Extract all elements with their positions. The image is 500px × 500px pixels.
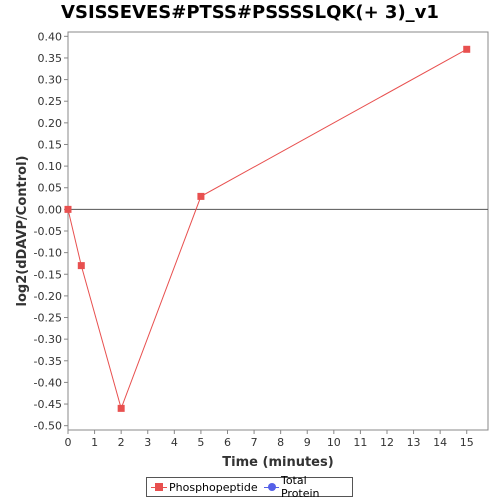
- y-tick-label: -0.45: [34, 398, 62, 411]
- x-tick-label: 7: [251, 436, 258, 449]
- y-tick-label: -0.35: [34, 355, 62, 368]
- phosphopeptide-square-icon: [151, 482, 167, 492]
- y-tick-label: 0.10: [38, 160, 63, 173]
- data-point: [117, 404, 125, 412]
- x-tick-label: 11: [353, 436, 367, 449]
- x-tick-label: 15: [460, 436, 474, 449]
- y-tick-label: 0.25: [38, 95, 63, 108]
- x-tick-label: 13: [407, 436, 421, 449]
- legend-label-total-protein: Total Protein: [280, 474, 320, 500]
- y-tick-label: -0.20: [34, 290, 62, 303]
- y-tick-label: 0.05: [38, 182, 63, 195]
- y-tick-label: -0.30: [34, 333, 62, 346]
- x-axis-title: Time (minutes): [222, 455, 333, 470]
- legend-item-total-protein: Total Protein: [263, 474, 346, 500]
- y-tick-label: 0.20: [38, 117, 63, 130]
- y-tick-label: 0.35: [38, 52, 63, 65]
- x-tick-label: 0: [65, 436, 72, 449]
- chart-title: VSISSEVES#PTSS#PSSSSLQK(+ 3)_v1: [61, 2, 439, 23]
- x-tick-label: 4: [171, 436, 178, 449]
- x-tick-label: 5: [197, 436, 204, 449]
- x-tick-label: 12: [380, 436, 394, 449]
- x-tick-label: 8: [277, 436, 284, 449]
- plot-area: [67, 31, 489, 431]
- legend-item-phosphopeptide: Phosphopeptide: [151, 481, 258, 494]
- x-tick-label: 6: [224, 436, 231, 449]
- y-axis-title: log2(dDAVP/Control): [15, 156, 30, 307]
- x-tick-label: 3: [144, 436, 151, 449]
- x-tick-label: 1: [91, 436, 98, 449]
- y-tick-label: 0.00: [38, 203, 63, 216]
- total-protein-circle-icon: [263, 482, 279, 492]
- y-tick-label: -0.10: [34, 247, 62, 260]
- data-point: [64, 205, 72, 213]
- legend: Phosphopeptide Total Protein: [146, 474, 353, 500]
- x-tick-label: 10: [327, 436, 341, 449]
- x-tick-label: 2: [118, 436, 125, 449]
- y-tick-label: -0.15: [34, 268, 62, 281]
- y-tick-label: 0.40: [38, 30, 63, 43]
- y-tick-label: -0.40: [34, 376, 62, 389]
- y-tick-label: -0.25: [34, 312, 62, 325]
- y-tick-label: 0.30: [38, 74, 63, 87]
- x-tick-label: 9: [304, 436, 311, 449]
- data-point: [197, 192, 205, 200]
- y-tick-label: 0.15: [38, 138, 63, 151]
- data-point: [463, 45, 471, 53]
- legend-label-phosphopeptide: Phosphopeptide: [169, 480, 258, 494]
- data-point: [77, 262, 85, 270]
- y-tick-label: -0.05: [34, 225, 62, 238]
- y-tick-label: -0.50: [34, 420, 62, 433]
- x-tick-label: 14: [433, 436, 447, 449]
